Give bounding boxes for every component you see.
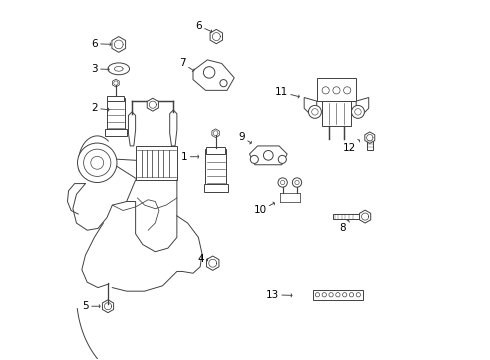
Circle shape (329, 293, 333, 297)
Text: 2: 2 (91, 103, 109, 113)
Polygon shape (356, 98, 368, 116)
Circle shape (280, 180, 285, 185)
Polygon shape (365, 132, 375, 143)
Polygon shape (170, 110, 177, 146)
Circle shape (343, 87, 351, 94)
Circle shape (264, 150, 273, 160)
Text: 13: 13 (266, 290, 292, 300)
Bar (105, 129, 126, 136)
Polygon shape (304, 98, 317, 116)
Circle shape (322, 87, 329, 94)
Circle shape (315, 293, 319, 297)
Text: 6: 6 (91, 39, 111, 49)
Circle shape (336, 293, 340, 297)
Bar (107, 96, 124, 102)
Circle shape (349, 293, 354, 297)
Text: 4: 4 (197, 254, 208, 264)
Circle shape (293, 178, 302, 187)
Circle shape (91, 156, 104, 169)
Text: 9: 9 (238, 132, 251, 144)
Circle shape (278, 156, 286, 163)
Polygon shape (128, 112, 136, 146)
Bar (313, 290, 364, 300)
Polygon shape (206, 256, 219, 270)
Circle shape (220, 80, 227, 87)
Ellipse shape (108, 63, 129, 75)
Circle shape (355, 109, 361, 115)
Bar (206, 147, 225, 154)
Circle shape (203, 67, 215, 78)
Circle shape (295, 180, 299, 185)
Bar (205, 149, 226, 190)
Text: 8: 8 (339, 220, 349, 233)
Polygon shape (210, 30, 222, 44)
Text: 6: 6 (196, 21, 212, 33)
Text: 3: 3 (91, 64, 109, 74)
Circle shape (312, 109, 318, 115)
Bar (322, 101, 351, 126)
Polygon shape (113, 79, 119, 87)
Text: 11: 11 (275, 87, 299, 98)
Circle shape (356, 293, 361, 297)
Polygon shape (112, 37, 125, 52)
Circle shape (278, 178, 287, 187)
Text: 7: 7 (179, 58, 194, 72)
Polygon shape (102, 300, 114, 313)
Polygon shape (147, 98, 158, 111)
Circle shape (250, 156, 258, 163)
Polygon shape (193, 60, 234, 90)
Circle shape (333, 87, 340, 94)
Polygon shape (360, 210, 371, 223)
Bar (136, 146, 177, 180)
Bar (333, 214, 364, 220)
Polygon shape (212, 129, 220, 138)
Circle shape (351, 105, 365, 118)
Circle shape (343, 293, 347, 297)
Bar (106, 98, 125, 135)
Circle shape (309, 105, 321, 118)
Circle shape (84, 149, 111, 176)
Text: 10: 10 (253, 202, 274, 216)
Text: 1: 1 (181, 152, 198, 162)
Bar (204, 184, 227, 192)
Bar (367, 138, 373, 150)
Circle shape (322, 293, 326, 297)
Circle shape (77, 143, 117, 183)
Polygon shape (249, 146, 287, 165)
Text: 12: 12 (343, 139, 360, 153)
Text: 5: 5 (82, 301, 100, 311)
Bar (317, 78, 356, 101)
